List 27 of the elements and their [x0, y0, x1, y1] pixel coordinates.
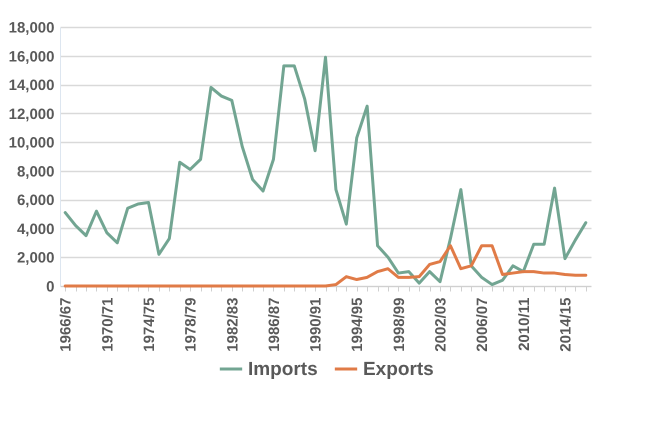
x-tick-label: 2006/07 [474, 298, 492, 352]
legend-label: Exports [363, 359, 434, 380]
x-tick-label: 2010/11 [516, 298, 533, 351]
x-tick-label: 1970/71 [99, 298, 116, 352]
line-series [64, 56, 588, 286]
y-tick-label: 14,000 [8, 77, 54, 94]
line-series [64, 244, 588, 288]
x-tick-label: 1966/67 [58, 298, 75, 352]
x-tick-label: 1990/91 [308, 298, 325, 352]
x-tick-label: 1974/75 [141, 298, 158, 352]
y-tick-label: 6,000 [16, 192, 54, 210]
x-tick-label: 1986/87 [266, 298, 283, 352]
y-tick-label: 2,000 [16, 250, 54, 267]
y-tick-label: 10,000 [8, 134, 54, 152]
x-tick-label: 2014/15 [557, 298, 574, 352]
x-tick-label: 1982/83 [224, 298, 242, 352]
legend-label: Imports [248, 359, 318, 380]
y-tick-label: 16,000 [8, 48, 54, 66]
y-tick-label: 0 [46, 278, 54, 296]
x-tick-label: 1978/79 [182, 298, 200, 352]
y-tick-label: 18,000 [8, 20, 54, 36]
x-tick-label: 1998/99 [390, 298, 408, 352]
y-tick-label: 4,000 [16, 220, 54, 238]
x-tick-label: 2002/03 [432, 298, 450, 352]
x-tick-label: 1994/95 [349, 298, 366, 352]
y-tick-label: 12,000 [8, 106, 54, 123]
y-tick-label: 8,000 [16, 163, 54, 180]
